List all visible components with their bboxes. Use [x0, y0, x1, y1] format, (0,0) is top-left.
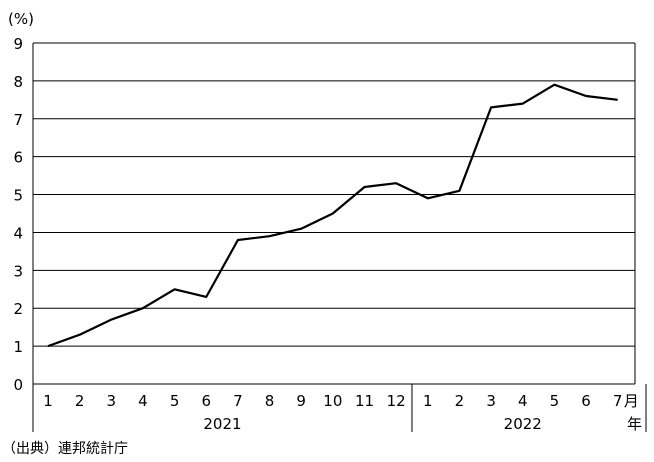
x-tick-label: 4 — [518, 392, 528, 410]
y-tick-label-4: 4 — [13, 224, 23, 242]
x-tick-label: 1 — [43, 392, 53, 410]
series-line-0 — [48, 85, 618, 346]
x-tick-label: 1 — [423, 392, 433, 410]
x-tick-label: 5 — [550, 392, 560, 410]
x-tick-label: 2 — [455, 392, 465, 410]
x-tick-label: 3 — [107, 392, 117, 410]
year-labels: 2021 2022 年 — [203, 415, 642, 433]
year-label-2021: 2021 — [203, 415, 241, 433]
y-tick-label-3: 3 — [13, 262, 23, 280]
source-note: （出典）連邦統計庁 — [2, 441, 128, 457]
x-tick-label: 10 — [323, 392, 342, 410]
x-tick-label: 12 — [387, 392, 406, 410]
y-tick-labels: 0 1 2 3 4 5 6 7 8 9 — [13, 35, 23, 394]
y-tick-label-0: 0 — [13, 376, 23, 394]
y-tick-label-5: 5 — [13, 187, 23, 205]
year-suffix-label: 年 — [627, 415, 642, 433]
month-suffix-label: 月 — [624, 392, 639, 410]
x-tick-label: 11 — [355, 392, 374, 410]
y-axis-unit-label: (%) — [8, 10, 34, 28]
x-tick-label: 9 — [296, 392, 306, 410]
x-tick-label: 8 — [265, 392, 275, 410]
y-tick-label-1: 1 — [13, 338, 23, 356]
x-tick-label: 7 — [613, 392, 623, 410]
x-tick-label: 3 — [486, 392, 496, 410]
year-label-2022: 2022 — [504, 415, 542, 433]
y-tick-label-2: 2 — [13, 300, 23, 318]
axes — [33, 43, 646, 432]
x-tick-label: 2 — [75, 392, 85, 410]
x-tick-label: 4 — [138, 392, 148, 410]
x-tick-label: 7 — [233, 392, 243, 410]
y-tick-label-6: 6 — [13, 149, 23, 167]
series-lines — [48, 85, 618, 346]
x-tick-label: 6 — [581, 392, 591, 410]
x-tick-label: 6 — [201, 392, 211, 410]
y-tick-label-7: 7 — [13, 111, 23, 129]
x-tick-label: 5 — [170, 392, 180, 410]
y-tick-label-9: 9 — [13, 35, 23, 53]
grid-lines — [33, 43, 635, 346]
y-tick-label-8: 8 — [13, 73, 23, 91]
